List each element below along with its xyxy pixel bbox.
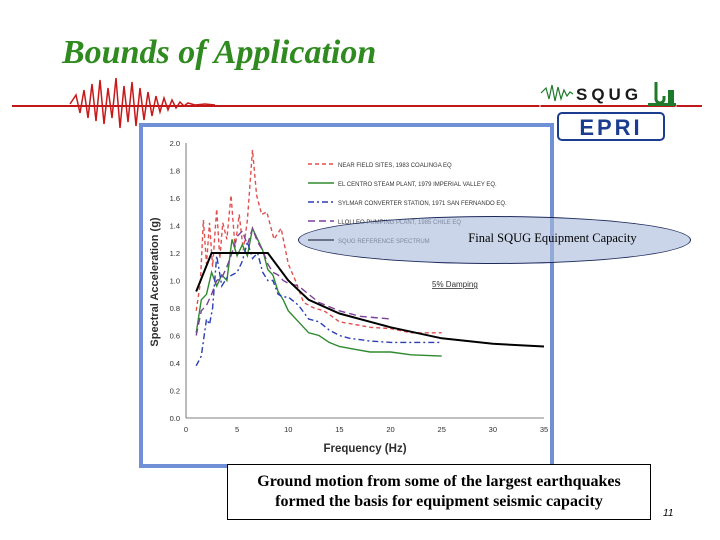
legend-label-2: EL CENTRO STEAM PLANT, 1979 IMPERIAL VAL… [338, 182, 497, 188]
x-tick-label: 25 [438, 425, 446, 434]
epri-logo: EPRI [557, 112, 665, 141]
y-tick-label: 1.4 [170, 222, 180, 231]
series-line-1 [195, 149, 442, 334]
squg-logo: SQUG [539, 77, 677, 109]
x-axis-label: Frequency (Hz) [323, 443, 406, 455]
damping-annotation: 5% Damping [432, 280, 478, 289]
caption-line: Ground motion from some of the largest e… [257, 473, 621, 490]
slide-number: 11 [663, 508, 674, 519]
y-tick-label: 2.0 [170, 139, 180, 148]
chart-frame [139, 123, 554, 468]
x-tick-label: 35 [540, 425, 548, 434]
caption-box: Ground motion from some of the largest e… [227, 464, 651, 520]
y-tick-label: 0.0 [170, 414, 180, 423]
title-rule [12, 105, 702, 107]
series-line-2 [195, 226, 442, 357]
slide-title: Bounds of Application [62, 34, 377, 71]
x-tick-label: 10 [284, 425, 292, 434]
legend-label-1: NEAR FIELD SITES, 1983 COALINGA EQ [338, 163, 452, 169]
callout-ellipse [298, 216, 691, 264]
y-tick-label: 0.2 [170, 387, 180, 396]
x-tick-label: 5 [235, 425, 239, 434]
epri-logo-text: EPRI [579, 115, 642, 140]
callout-text: Final SQUG Equipment Capacity [468, 231, 637, 245]
seismograph-trace [69, 77, 216, 129]
series-lines [195, 149, 545, 367]
legend-label-3: SYLMAR CONVERTER STATION, 1971 SAN FERNA… [338, 201, 507, 207]
y-tick-label: 1.0 [170, 277, 180, 286]
series-line-3 [195, 239, 442, 367]
y-tick-label: 1.2 [170, 249, 180, 258]
y-tick-label: 0.8 [170, 304, 180, 313]
axis-ticks: 0 5 10 15 20 25 30 35 0.0 0.2 0.4 0.6 0.8 1.0 1.2 1.4 1.… [170, 139, 549, 434]
y-tick-label: 1.8 [170, 167, 180, 176]
y-tick-label: 0.6 [170, 332, 180, 341]
y-tick-label: 0.4 [170, 359, 180, 368]
squg-logo-text: SQUG [576, 85, 642, 104]
x-tick-label: 20 [386, 425, 394, 434]
y-axis-label: Spectral Acceleration (g) [149, 217, 161, 347]
x-tick-label: 30 [489, 425, 497, 434]
x-tick-label: 15 [335, 425, 343, 434]
y-tick-label: 1.6 [170, 194, 180, 203]
caption-line: formed the basis for equipment seismic c… [275, 493, 603, 510]
series-line-4 [195, 226, 391, 336]
x-tick-label: 0 [184, 425, 188, 434]
series-line-5 [195, 252, 545, 348]
